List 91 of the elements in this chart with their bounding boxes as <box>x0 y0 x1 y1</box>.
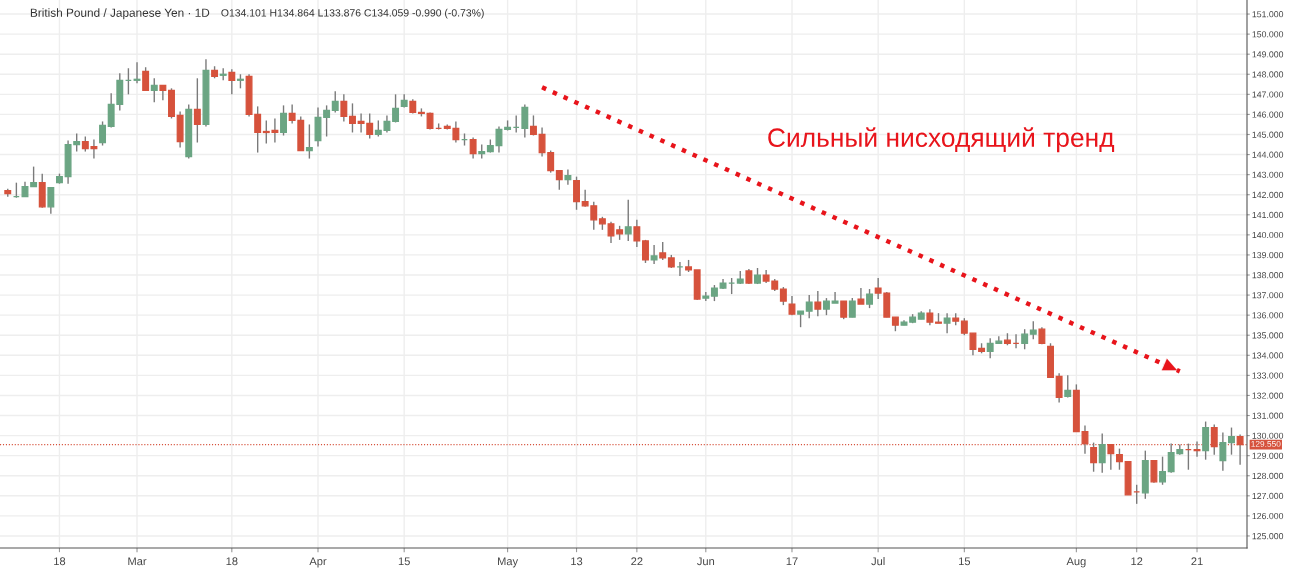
x-tick-label: 15 <box>959 557 971 566</box>
candlestick <box>633 219 641 248</box>
y-tick-label: 138.000 <box>1252 272 1284 279</box>
x-tick-label: 13 <box>571 557 583 566</box>
y-tick-label: 150.000 <box>1252 31 1284 38</box>
y-tick-label: 141.000 <box>1252 211 1284 219</box>
y-tick-label: 126.000 <box>1252 512 1284 520</box>
candlestick <box>848 297 856 318</box>
x-tick-label: Jun <box>697 557 715 566</box>
candlestick <box>193 77 201 144</box>
candlestick <box>1021 328 1029 350</box>
candlestick <box>280 104 287 137</box>
candlestick <box>840 300 848 320</box>
x-tick-label: Apr <box>309 557 327 568</box>
candlestick <box>1055 372 1063 404</box>
candlestick <box>624 199 632 242</box>
candlestick <box>1098 432 1106 474</box>
candlestick <box>47 186 55 215</box>
candlestick <box>1159 455 1167 486</box>
candlestick <box>1150 459 1158 484</box>
candlestick <box>650 244 658 265</box>
text: O134.101 H134.864 L133.876 C134.059 -0.990 (-0.73%) <box>221 8 484 19</box>
x-tick-label: 18 <box>54 557 66 566</box>
x-tick-label: 12 <box>1131 557 1143 566</box>
y-tick-label: 136.000 <box>1252 312 1284 319</box>
y-tick-label: 151.000 <box>1252 11 1284 18</box>
y-tick-label: 135.000 <box>1252 332 1284 339</box>
x-tick-label: Mar <box>128 557 147 566</box>
y-tick-label: 139.000 <box>1252 251 1284 259</box>
candlestick <box>1115 447 1123 471</box>
candlestick <box>521 103 529 139</box>
x-tick-label: Jul <box>871 557 885 566</box>
y-tick-label: 142.000 <box>1252 191 1284 198</box>
y-tick-label: 143.000 <box>1252 171 1284 178</box>
x-tick-label: Aug <box>1066 557 1086 568</box>
candlestick <box>564 168 572 186</box>
candlestick <box>943 312 951 334</box>
y-tick-label: 129.000 <box>1252 452 1284 459</box>
candlestick <box>1219 431 1227 472</box>
y-tick-label: 131.000 <box>1252 412 1284 419</box>
candlestick <box>857 287 865 305</box>
candlestick <box>150 77 158 104</box>
y-tick-label: 128.000 <box>1252 472 1284 479</box>
candlestick <box>805 294 813 319</box>
candlestick <box>1210 423 1218 456</box>
candlestick <box>228 68 236 96</box>
candlestick <box>469 136 477 160</box>
x-tick-label: 21 <box>1191 557 1203 566</box>
candlestick <box>30 165 38 188</box>
x-tick-label: 15 <box>398 557 410 566</box>
x-tick-label: 22 <box>631 557 643 566</box>
candlestick <box>866 288 874 309</box>
y-tick-label: 144.000 <box>1252 151 1284 158</box>
y-tick-label: 140.000 <box>1252 231 1284 239</box>
candlestick <box>573 175 581 211</box>
candlestick <box>323 104 331 138</box>
candlestick <box>814 290 822 317</box>
candlestick <box>659 241 667 261</box>
x-tick-label: 17 <box>786 557 798 566</box>
candlestick <box>133 61 141 84</box>
candlestick <box>99 120 107 147</box>
y-tick-label: 133.000 <box>1252 372 1284 379</box>
candlestick <box>831 291 839 304</box>
ref-line-label: 129.550 <box>1251 440 1281 447</box>
y-tick-label: 146.000 <box>1252 111 1284 118</box>
candlestick <box>142 66 150 92</box>
y-tick-label: 130.000 <box>1252 432 1284 439</box>
y-tick-label: 137.000 <box>1252 292 1284 299</box>
candlestick <box>340 93 348 123</box>
candlestick <box>305 123 313 160</box>
candlestick <box>779 286 787 306</box>
y-tick-label: 148.000 <box>1252 71 1284 78</box>
candlestick <box>607 221 615 244</box>
candlestick <box>1029 320 1037 340</box>
candlestick <box>1202 420 1210 461</box>
y-tick-label: 147.000 <box>1252 91 1284 98</box>
x-tick-label: May <box>498 557 519 568</box>
y-tick-label: 145.000 <box>1252 131 1284 138</box>
candlestick <box>555 169 563 191</box>
candlestick <box>1228 426 1235 456</box>
y-tick-label: 149.000 <box>1252 51 1284 58</box>
candlestick <box>392 93 400 124</box>
text: British Pound / Japanese Yen · 1D <box>30 8 210 20</box>
candlestick <box>331 90 339 114</box>
y-tick-label: 132.000 <box>1252 392 1284 399</box>
x-tick-label: 18 <box>226 557 238 566</box>
y-tick-label: 127.000 <box>1252 492 1284 500</box>
candlestick <box>349 102 356 134</box>
y-tick-label: 134.000 <box>1252 352 1284 359</box>
annotation: Сильный нисходящий тренд <box>768 127 1115 153</box>
y-tick-label: 125.000 <box>1252 533 1284 540</box>
